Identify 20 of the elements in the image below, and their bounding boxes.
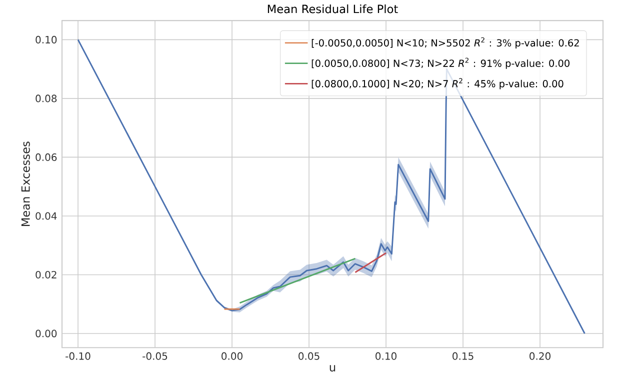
- y-tick-label: 0.08: [36, 94, 57, 102]
- y-tick-label: 0.04: [36, 212, 57, 220]
- x-tick-label: 0.20: [530, 352, 550, 360]
- y-tick-label: 0.02: [36, 271, 56, 279]
- y-tick-label: 0.00: [36, 330, 57, 338]
- y-tick-label: 0.10: [36, 36, 57, 44]
- x-tick-label: 0.05: [298, 352, 320, 360]
- legend-label: [0.0050,0.0800] N<73; N>22 R$^{2}$ : 91% p-value: 0.00: [312, 58, 570, 70]
- x-tick-label: -0.10: [66, 352, 90, 360]
- y-axis-title: Mean Excesses: [21, 142, 30, 226]
- x-tick-label: 0.00: [222, 352, 242, 360]
- x-tick-label: -0.05: [142, 352, 168, 360]
- legend-label: [0.0800,0.1000] N<20; N>7 R$^{2}$ : 45% p-value: 0.00: [312, 78, 564, 90]
- x-tick-label: 0.10: [376, 352, 396, 360]
- chart-title: Mean Residual Life Plot: [268, 4, 398, 14]
- x-tick-label: 0.15: [452, 352, 474, 360]
- y-tick-label: 0.06: [36, 154, 57, 162]
- legend-label: [-0.0050,0.0050] N<10; N>5502 R$^{2}$ : 3% p-value: 0.62: [312, 38, 579, 49]
- line-series: [77, 39, 586, 334]
- x-axis-title: u: [330, 365, 336, 372]
